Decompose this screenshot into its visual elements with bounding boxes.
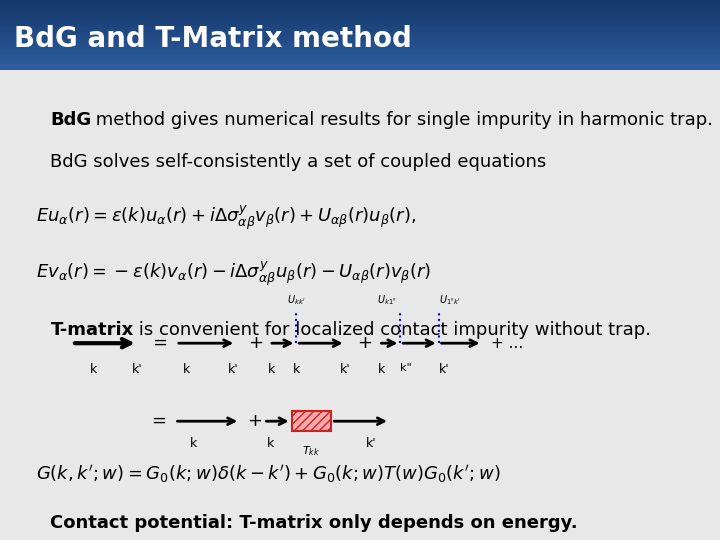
- Text: k: k: [293, 363, 300, 376]
- Text: +: +: [248, 334, 263, 352]
- Text: $U_{kk^{\prime}}$: $U_{kk^{\prime}}$: [287, 293, 306, 307]
- Text: k: k: [268, 363, 275, 376]
- Text: k': k': [132, 363, 143, 376]
- Text: k": k": [400, 363, 412, 373]
- Text: $G(k,k';w) = G_0(k;w)\delta(k-k') + G_0(k;w)T(w)G_0(k';w)$: $G(k,k';w) = G_0(k;w)\delta(k-k') + G_0(…: [36, 463, 500, 485]
- Text: is convenient for localized contact impurity without trap.: is convenient for localized contact impu…: [133, 321, 651, 339]
- Text: $Ev_{\alpha}(r) = -\varepsilon(k)v_{\alpha}(r) - i\Delta\sigma^{y}_{\alpha\beta}: $Ev_{\alpha}(r) = -\varepsilon(k)v_{\alp…: [36, 260, 431, 289]
- Bar: [292, 411, 331, 431]
- Text: + ...: + ...: [490, 336, 523, 350]
- Text: $U_{1^{\prime\prime}k^{\prime}}$: $U_{1^{\prime\prime}k^{\prime}}$: [438, 293, 461, 307]
- Text: k': k': [228, 363, 239, 376]
- Text: k': k': [341, 363, 351, 376]
- Text: BdG and T-Matrix method: BdG and T-Matrix method: [14, 25, 413, 52]
- Text: =: =: [152, 334, 167, 352]
- Text: +: +: [357, 334, 372, 352]
- Text: BdG: BdG: [50, 111, 91, 129]
- Text: k: k: [377, 363, 384, 376]
- Text: method gives numerical results for single impurity in harmonic trap.: method gives numerical results for singl…: [90, 111, 713, 129]
- Text: =: =: [151, 412, 166, 430]
- Text: Contact potential: T-matrix only depends on energy.: Contact potential: T-matrix only depends…: [50, 514, 578, 532]
- Text: +: +: [247, 412, 261, 430]
- Text: $Eu_{\alpha}(r) = \varepsilon(k)u_{\alpha}(r) + i\Delta\sigma^{y}_{\alpha\beta}v: $Eu_{\alpha}(r) = \varepsilon(k)u_{\alph…: [36, 204, 416, 233]
- Text: k: k: [90, 363, 97, 376]
- Text: k: k: [189, 437, 197, 450]
- Text: BdG solves self-consistently a set of coupled equations: BdG solves self-consistently a set of co…: [50, 153, 546, 171]
- Text: k': k': [438, 363, 449, 376]
- Text: k: k: [184, 363, 191, 376]
- Text: k: k: [267, 437, 274, 450]
- Text: k': k': [366, 437, 377, 450]
- Text: $T_{kk}$: $T_{kk}$: [302, 444, 320, 458]
- Text: T-matrix: T-matrix: [50, 321, 134, 339]
- Text: $U_{k1^{\prime\prime}}$: $U_{k1^{\prime\prime}}$: [377, 293, 397, 307]
